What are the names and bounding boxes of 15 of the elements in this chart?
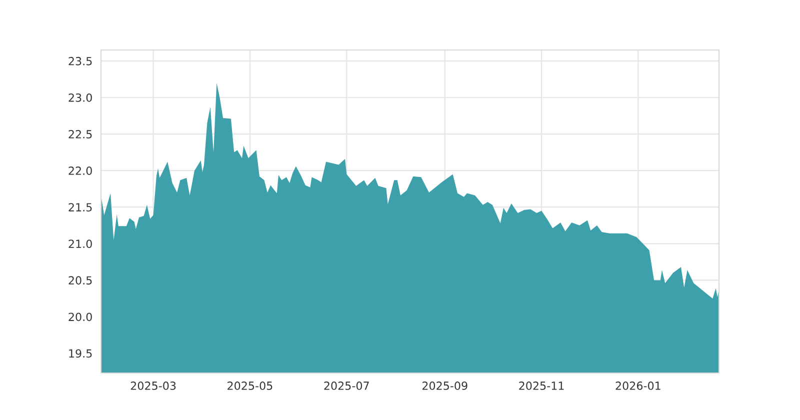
y-tick-label: 23.0 <box>68 93 92 102</box>
y-tick-label: 23.5 <box>68 56 92 66</box>
y-tick-label: 21.0 <box>68 240 92 248</box>
y-tick-label: 20.5 <box>68 276 92 285</box>
y-tick-label: 22.0 <box>68 166 92 175</box>
x-tick-label: 2025-07 <box>324 382 369 390</box>
x-tick-label: 2025-03 <box>130 382 176 390</box>
x-tick-label: 2025-11 <box>519 382 564 390</box>
x-tick-label: 2026-01 <box>616 382 660 390</box>
y-tick-label: 21.5 <box>68 203 92 212</box>
y-tick-label: 19.5 <box>69 349 92 358</box>
y-tick-label: 22.5 <box>68 130 92 138</box>
y-tick-label: 20.0 <box>68 312 92 322</box>
x-tick-label: 2025-09 <box>422 382 468 390</box>
x-tick-label: 2025-05 <box>228 382 272 390</box>
